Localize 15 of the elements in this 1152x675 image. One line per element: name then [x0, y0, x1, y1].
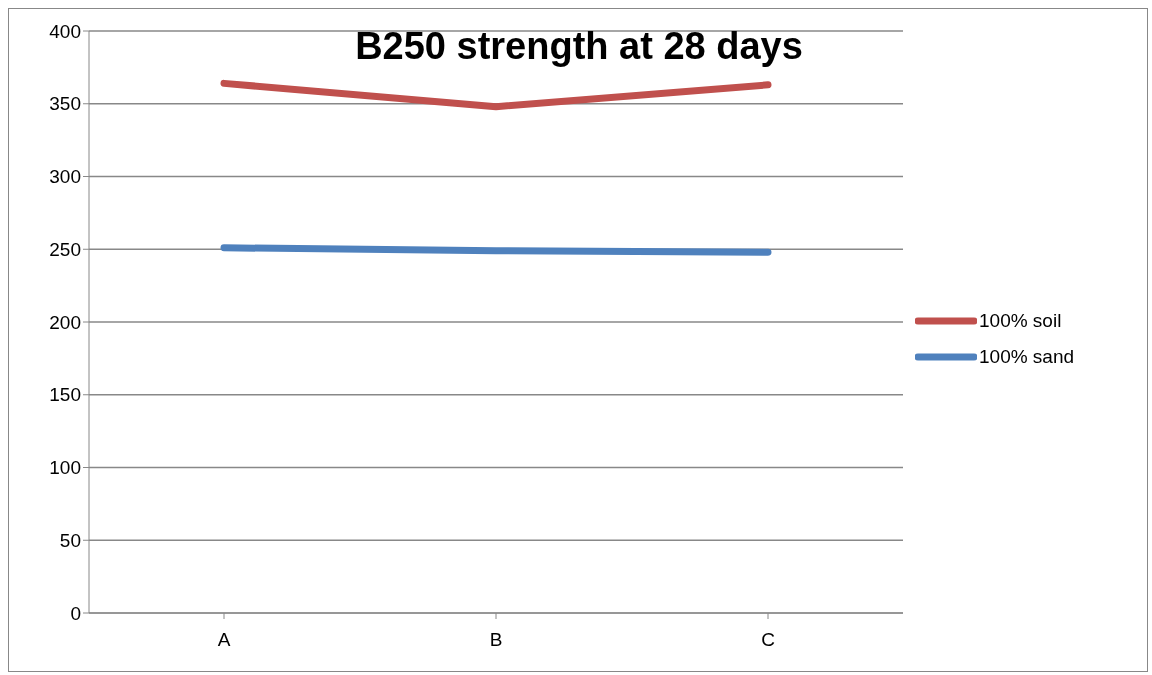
y-tick-label: 100 [49, 457, 81, 479]
x-tick-label: B [489, 629, 503, 651]
x-tick-label: C [761, 629, 775, 651]
y-tick-label: 250 [49, 238, 81, 260]
legend-label: 100% soil [979, 310, 1062, 332]
y-tick-label: 200 [49, 311, 81, 333]
y-tick-label: 150 [49, 384, 81, 406]
y-tick-label: 300 [49, 166, 81, 188]
y-tick-label: 400 [49, 20, 81, 42]
legend-label: 100% sand [979, 346, 1075, 368]
y-tick-label: 50 [59, 529, 81, 551]
y-tick-label: 0 [70, 602, 81, 624]
chart-title: B250 strength at 28 days [354, 25, 804, 68]
x-tick-label: A [217, 629, 231, 651]
y-tick-label: 350 [49, 93, 81, 115]
